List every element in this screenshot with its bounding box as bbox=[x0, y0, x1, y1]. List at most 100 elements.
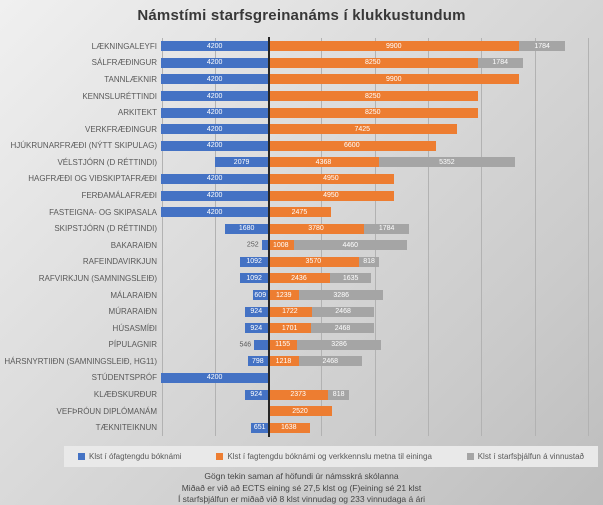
bar-segment-fagtengt: 8250 bbox=[268, 91, 478, 102]
gridline bbox=[374, 38, 376, 436]
bar-segment-ofagtengt: 4200 bbox=[161, 190, 268, 201]
bar-value-label: 1784 bbox=[534, 42, 550, 50]
bar-segment-starfsthjalfun: 2468 bbox=[298, 356, 362, 367]
bar-segment-ofagtengt bbox=[261, 240, 268, 251]
chart-row: RAFVIRKJUN (SAMNINGSLEIÐ) 1092 2436 1635 bbox=[0, 270, 603, 287]
bar-value-label: 818 bbox=[363, 258, 375, 266]
gridline bbox=[588, 38, 590, 436]
bar-value-label: 651 bbox=[253, 424, 266, 432]
chart-row: HJÚKRUNARFRÆÐI (NÝTT SKIPULAG) 4200 6600 bbox=[0, 138, 603, 155]
bar-segment-fagtengt: 4950 bbox=[268, 190, 394, 201]
bar-segment-fagtengt: 6600 bbox=[268, 140, 436, 151]
bar-segment-ofagtengt: 4200 bbox=[161, 91, 268, 102]
bar-segment-ofagtengt: 1680 bbox=[225, 223, 268, 234]
chart-row: TÆKNITEIKNUN 651 1638 bbox=[0, 419, 603, 436]
category-label: VEFÞRÓUN DIPLÓMANÁM bbox=[56, 406, 157, 416]
bar-value-label: 1701 bbox=[281, 324, 298, 332]
bar-segment-fagtengt: 2436 bbox=[268, 273, 330, 284]
bar-value-label: 4950 bbox=[323, 175, 339, 183]
bar-value-label: 2475 bbox=[291, 208, 308, 216]
bar-value-label: 3286 bbox=[331, 341, 347, 349]
chart-row: FASTEIGNA- OG SKIPASALA 4200 2475 bbox=[0, 204, 603, 221]
bar-value-label: 9900 bbox=[385, 42, 402, 50]
category-label: HAGFRÆÐI OG VIÐSKIPTAFRÆÐI bbox=[28, 174, 157, 184]
chart-row: KENNSLURÉTTINDI 4200 8250 bbox=[0, 88, 603, 105]
chart-row: LÆKNINGALEYFI 4200 9900 1784 bbox=[0, 38, 603, 55]
bar-value-label: 4460 bbox=[342, 241, 359, 249]
bar-segment-fagtengt: 8250 bbox=[268, 107, 478, 118]
category-label: SÁLFRÆÐINGUR bbox=[91, 58, 157, 68]
bar-value-label-outside: 546 bbox=[239, 341, 252, 349]
bar-track: 1092 3570 818 bbox=[162, 254, 597, 271]
bar-segment-fagtengt: 1008 bbox=[268, 240, 294, 251]
bar-segment-fagtengt: 1701 bbox=[268, 323, 312, 334]
chart-row: HAGFRÆÐI OG VIÐSKIPTAFRÆÐI 4200 4950 bbox=[0, 171, 603, 188]
gridline bbox=[534, 38, 536, 436]
bar-track: 1092 2436 1635 bbox=[162, 270, 597, 287]
bar-value-label: 924 bbox=[250, 391, 263, 399]
bar-segment-starfsthjalfun: 1784 bbox=[477, 57, 523, 68]
gridline bbox=[214, 38, 216, 436]
bar-segment-fagtengt: 2520 bbox=[268, 406, 332, 417]
bar-value-label: 5352 bbox=[439, 158, 455, 166]
chart-row: HÁRSNYRTIIÐN (SAMNINGSLEIÐ, HG11) 798 1218… bbox=[0, 353, 603, 370]
bar-value-label: 4200 bbox=[206, 175, 223, 183]
gridline bbox=[162, 38, 163, 436]
bar-segment-fagtengt: 1155 bbox=[268, 339, 298, 350]
category-label: STÚDENTSPRÓF bbox=[91, 373, 157, 383]
bar-track: 4200 8250 bbox=[161, 104, 597, 121]
category-label: LÆKNINGALEYFI bbox=[91, 41, 157, 51]
bar-track: 924 2373 818 bbox=[162, 386, 597, 403]
bar-value-label: 1239 bbox=[275, 291, 292, 299]
bar-segment-ofagtengt: 609 bbox=[252, 290, 268, 301]
footnote-line: Gögn tekin saman af höfundi úr námsskrá … bbox=[204, 471, 399, 481]
footnote-line: Miðað er við að ECTS eining sé 27,5 klst… bbox=[181, 482, 422, 493]
legend-item-ofagtengt: Klst í ófagtengdu bóknámi bbox=[78, 452, 182, 461]
bar-segment-starfsthjalfun: 2468 bbox=[311, 323, 374, 334]
bar-segment-ofagtengt: 4200 bbox=[161, 74, 268, 85]
category-label: KLÆÐSKURÐUR bbox=[93, 390, 157, 400]
bar-value-label: 609 bbox=[254, 291, 267, 299]
legend-swatch-gray-icon bbox=[466, 453, 474, 460]
bar-value-label: 4200 bbox=[206, 142, 223, 150]
category-label: BAKARAIÐN bbox=[110, 240, 157, 250]
bar-value-label: 924 bbox=[250, 308, 263, 316]
legend-label: Klst í starfsþjálfun á vinnustað bbox=[477, 452, 584, 461]
bar-value-label: 6600 bbox=[344, 142, 360, 150]
category-label: TÆKNITEIKNUN bbox=[95, 423, 157, 433]
chart-row: RAFEINDAVIRKJUN 1092 3570 818 bbox=[0, 254, 603, 271]
chart-title: Námstími starfsgreinanáms í klukkustundu… bbox=[137, 7, 466, 24]
bar-value-label: 1638 bbox=[281, 424, 297, 432]
bar-segment-fagtengt: 1218 bbox=[268, 356, 299, 367]
bar-value-label: 2468 bbox=[335, 308, 351, 316]
category-label: MÁLARAIÐN bbox=[110, 290, 157, 300]
bar-value-label: 3286 bbox=[333, 291, 349, 299]
chart-row: KLÆÐSKURÐUR 924 2373 818 bbox=[0, 386, 603, 403]
gridline bbox=[481, 38, 483, 436]
bar-segment-ofagtengt: 1092 bbox=[240, 256, 268, 267]
bar-value-label: 4200 bbox=[206, 92, 223, 100]
bar-track: 4200 4950 bbox=[161, 171, 597, 188]
chart-row: VEFÞRÓUN DIPLÓMANÁM 2520 bbox=[0, 403, 603, 420]
bar-value-label: 1092 bbox=[246, 258, 262, 266]
bar-segment-starfsthjalfun: 818 bbox=[328, 389, 350, 400]
chart-row: TANNLÆKNIR 4200 9900 bbox=[0, 71, 603, 88]
bar-value-label: 4950 bbox=[323, 192, 339, 200]
chart-row: SÁLFRÆÐINGUR 4200 8250 1784 bbox=[0, 55, 603, 72]
chart-row: MÁLARAIÐN 609 1239 3286 bbox=[0, 287, 603, 304]
bar-segment-starfsthjalfun: 2468 bbox=[311, 306, 375, 317]
chart-row: VERKFRÆÐINGUR 4200 7425 bbox=[0, 121, 603, 138]
category-label: SKIPSTJÓRN (D RÉTTINDI) bbox=[54, 224, 157, 234]
legend: Klst í ófagtengdu bóknámi Klst í fagteng… bbox=[64, 446, 598, 467]
bar-segment-starfsthjalfun: 1784 bbox=[364, 223, 410, 234]
chart-row: SKIPSTJÓRN (D RÉTTINDI) 1680 3780 1784 bbox=[0, 220, 603, 237]
bar-track: 1680 3780 1784 bbox=[162, 220, 597, 237]
bar-segment-ofagtengt: 798 bbox=[247, 356, 268, 367]
legend-label: Klst í fagtengdu bóknámi og verkkennslu … bbox=[227, 452, 432, 461]
bar-track: 4200 6600 bbox=[161, 138, 597, 155]
category-label: FASTEIGNA- OG SKIPASALA bbox=[49, 207, 157, 217]
category-label: KENNSLURÉTTINDI bbox=[82, 91, 157, 101]
bar-segment-ofagtengt: 4200 bbox=[161, 57, 268, 68]
bar-track: 4200 7425 bbox=[161, 121, 597, 138]
bar-value-label: 2436 bbox=[291, 274, 307, 282]
